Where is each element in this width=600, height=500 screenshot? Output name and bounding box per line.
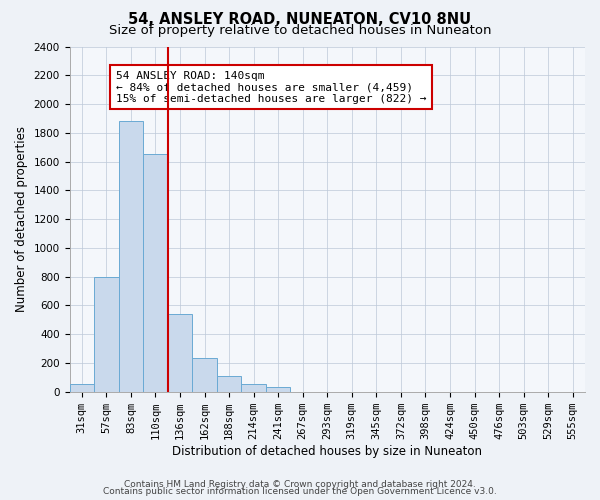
Bar [143,154,168,392]
Bar [217,376,241,392]
Bar [119,122,143,392]
Text: Contains HM Land Registry data © Crown copyright and database right 2024.: Contains HM Land Registry data © Crown c… [124,480,476,489]
Text: 54 ANSLEY ROAD: 140sqm
← 84% of detached houses are smaller (4,459)
15% of semi-: 54 ANSLEY ROAD: 140sqm ← 84% of detached… [116,70,427,104]
Bar [94,276,119,392]
X-axis label: Distribution of detached houses by size in Nuneaton: Distribution of detached houses by size … [172,444,482,458]
Bar [192,358,217,392]
Y-axis label: Number of detached properties: Number of detached properties [15,126,28,312]
Bar [70,384,94,392]
Text: Contains public sector information licensed under the Open Government Licence v3: Contains public sector information licen… [103,488,497,496]
Text: 54, ANSLEY ROAD, NUNEATON, CV10 8NU: 54, ANSLEY ROAD, NUNEATON, CV10 8NU [128,12,472,26]
Bar [168,314,192,392]
Bar [241,384,266,392]
Bar [266,388,290,392]
Text: Size of property relative to detached houses in Nuneaton: Size of property relative to detached ho… [109,24,491,37]
